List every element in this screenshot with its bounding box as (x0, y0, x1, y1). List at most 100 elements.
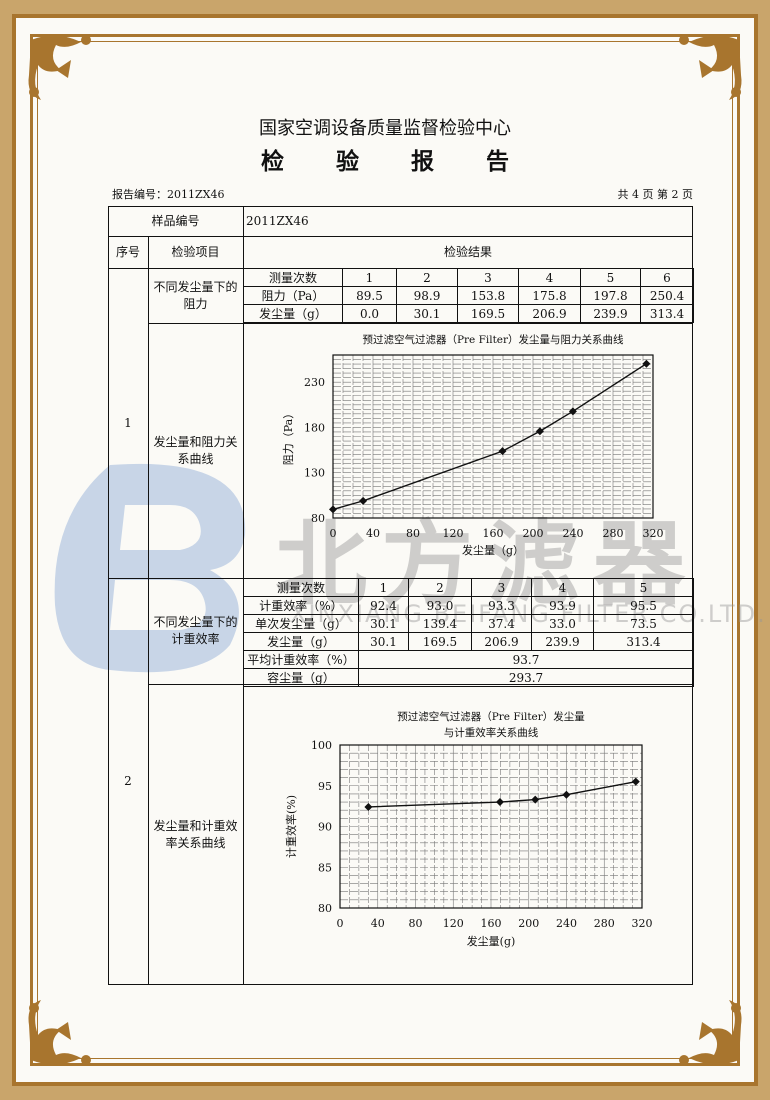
row-label: 计重效率（%） (243, 596, 359, 615)
section2-item-table: 不同发尘量下的计重效率 (153, 615, 238, 646)
gold-border-inner (37, 41, 733, 1059)
y-tick-label: 130 (304, 467, 325, 480)
section2-seq: 2 (124, 774, 132, 788)
x-tick-label: 320 (643, 527, 664, 540)
table-cell: 197.8 (580, 286, 641, 305)
row-label: 容尘量（g） (243, 668, 359, 687)
table-row: 阻力（Pa） 89.5 98.9 153.8 175.8 197.8 250.4 (243, 286, 694, 305)
data-point (359, 496, 368, 505)
resistance-chart: 预过滤空气过滤器（Pre Filter）发尘量与阻力关系曲线 0 40 80 120 16… (282, 333, 664, 557)
row-divider (148, 323, 693, 324)
data-point (329, 505, 337, 514)
table-cell: 3 (457, 268, 519, 287)
table-cell: 1 (342, 268, 397, 287)
page-info: 共 4 页 第 2 页 (617, 188, 693, 201)
data-point (495, 798, 504, 807)
table-cell: 239.9 (531, 632, 594, 651)
table-cell: 153.8 (457, 286, 519, 305)
table-cell: 313.4 (593, 632, 694, 651)
table-cell: 4 (531, 578, 594, 597)
table-cell: 2 (396, 268, 458, 287)
chart-title: 与计重效率关系曲线 (444, 726, 539, 739)
chart-title: 预过滤空气过滤器（Pre Filter）发尘量与阻力关系曲线 (362, 333, 624, 346)
table-cell: 95.5 (593, 596, 694, 615)
table-cell: 250.4 (640, 286, 694, 305)
table-cell: 5 (593, 578, 694, 597)
table-row: 发尘量（g） 0.0 30.1 169.5 206.9 239.9 313.4 (243, 304, 694, 323)
row-label: 发尘量（g） (243, 304, 343, 323)
x-tick-label: 160 (481, 917, 502, 930)
table-cell: 33.0 (531, 614, 594, 633)
report-number: 报告编号：2011ZX46 (112, 188, 225, 201)
table-cell: 37.4 (471, 614, 532, 633)
x-tick-label: 240 (563, 527, 584, 540)
y-axis-label: 计重效率(%) (284, 795, 298, 858)
y-tick-label: 180 (304, 421, 325, 434)
x-axis-label: 发尘量(g) (467, 934, 516, 948)
section1-seq: 1 (124, 415, 132, 430)
table-cell: 3 (471, 578, 532, 597)
row-label: 测量次数 (243, 268, 343, 287)
x-tick-label: 0 (330, 527, 337, 540)
corner-ornament-bottom-right (679, 1000, 742, 1065)
y-tick-label: 85 (318, 861, 332, 874)
table-row: 单次发尘量（g） 30.1 139.4 37.4 33.0 73.5 (243, 614, 694, 633)
table-cell: 30.1 (358, 632, 409, 651)
data-point (535, 427, 544, 436)
data-point (498, 447, 507, 456)
table-cell: 313.4 (640, 304, 694, 323)
table-cell: 169.5 (408, 632, 472, 651)
y-tick-label: 90 (318, 821, 332, 834)
efficiency-table: 测量次数 1 2 3 4 5 计重效率（%） 92.4 93.0 93.3 93.9 95.5 单次… (243, 578, 694, 687)
table-cell: 93.3 (471, 596, 532, 615)
organization-title: 国家空调设备质量监督检验中心 (259, 118, 511, 139)
row-label: 阻力（Pa） (243, 286, 343, 305)
table-cell: 6 (640, 268, 694, 287)
table-cell: 89.5 (342, 286, 397, 305)
resistance-table: 测量次数 1 2 3 4 5 6 阻力（Pa） 89.5 98.9 153.8 175.8 197.8… (243, 268, 694, 323)
table-cell: 206.9 (518, 304, 581, 323)
x-tick-label: 200 (518, 917, 539, 930)
section1-item-table: 不同发尘量下的阻力 (153, 279, 238, 311)
table-row: 计重效率（%） 92.4 93.0 93.3 93.9 95.5 (243, 596, 694, 615)
x-tick-label: 280 (594, 917, 615, 930)
data-point (562, 790, 571, 799)
section1-item-chart: 发尘量和阻力关系曲线 (153, 434, 238, 466)
table-cell: 175.8 (518, 286, 581, 305)
data-point (364, 802, 373, 811)
sample-no-label: 样品编号 (151, 213, 200, 228)
data-point (531, 795, 540, 804)
x-tick-label: 160 (483, 527, 504, 540)
row-label: 平均计重效率（%） (243, 650, 359, 669)
gold-border-outer (30, 34, 740, 1066)
dust-capacity-value: 293.7 (358, 668, 694, 687)
y-tick-label: 100 (311, 739, 332, 752)
x-tick-label: 0 (337, 917, 344, 930)
x-tick-label: 120 (443, 917, 464, 930)
series-line (332, 363, 647, 511)
x-tick-label: 240 (556, 917, 577, 930)
y-axis-label: 阻力（Pa） (282, 408, 295, 465)
table-row: 测量次数 1 2 3 4 5 6 (243, 268, 694, 287)
row-label: 发尘量（g） (243, 632, 359, 651)
table-cell: 5 (580, 268, 641, 287)
x-tick-label: 200 (523, 527, 544, 540)
row-label: 单次发尘量（g） (243, 614, 359, 633)
y-tick-label: 95 (318, 780, 332, 793)
table-row: 发尘量（g） 30.1 169.5 206.9 239.9 313.4 (243, 632, 694, 651)
x-tick-label: 280 (603, 527, 624, 540)
table-cell: 169.5 (457, 304, 519, 323)
document-title: 检 验 报 告 (260, 149, 532, 175)
corner-ornament-bottom-left (28, 1000, 91, 1065)
table-cell: 30.1 (396, 304, 458, 323)
average-efficiency-value: 93.7 (358, 650, 694, 669)
y-tick-label: 80 (318, 902, 332, 915)
table-cell: 4 (518, 268, 581, 287)
table-cell: 92.4 (358, 596, 409, 615)
section2-item-chart: 发尘量和计重效率关系曲线 (153, 818, 238, 850)
row-label: 测量次数 (243, 578, 359, 597)
table-cell: 30.1 (358, 614, 409, 633)
header-result: 检验结果 (443, 244, 492, 259)
table-cell: 0.0 (342, 304, 397, 323)
table-cell: 93.0 (408, 596, 472, 615)
